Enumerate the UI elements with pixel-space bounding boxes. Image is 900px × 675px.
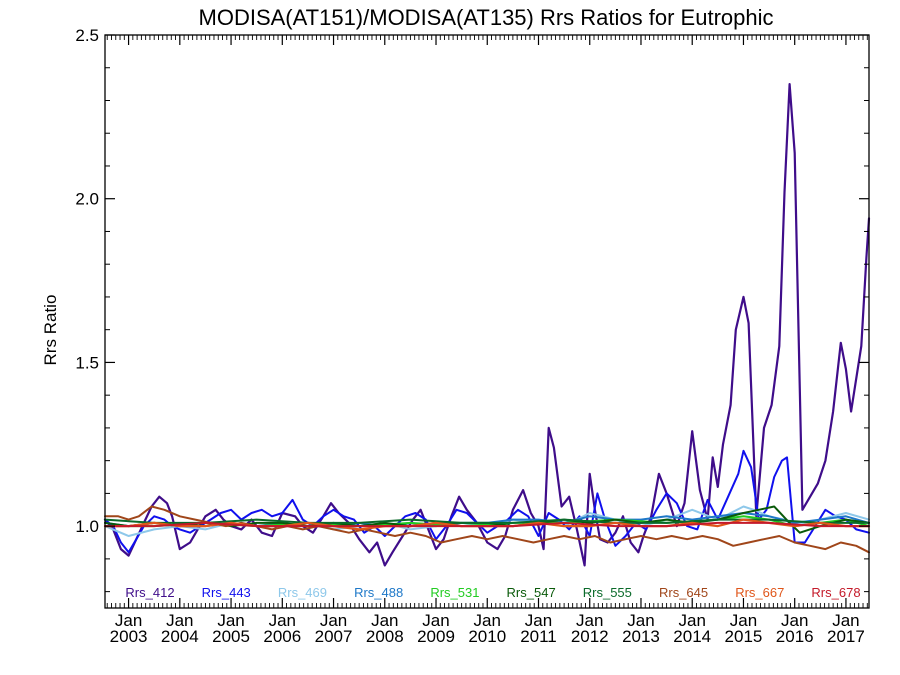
- x-tick-label-month: Jan: [576, 611, 603, 630]
- x-tick-label-year: 2005: [212, 627, 250, 646]
- x-tick-label-month: Jan: [474, 611, 501, 630]
- legend-item-rrs-469: Rrs_469: [278, 585, 327, 600]
- x-tick-label-year: 2015: [725, 627, 763, 646]
- x-tick-label-year: 2009: [417, 627, 455, 646]
- x-tick-label-year: 2008: [366, 627, 404, 646]
- legend-item-rrs-488: Rrs_488: [354, 585, 403, 600]
- y-axis-label: Rrs Ratio: [41, 295, 60, 366]
- x-tick-label-month: Jan: [166, 611, 193, 630]
- legend-item-rrs-531: Rrs_531: [430, 585, 479, 600]
- chart-title: MODISA(AT151)/MODISA(AT135) Rrs Ratios f…: [199, 5, 774, 30]
- x-tick-label-year: 2013: [622, 627, 660, 646]
- x-tick-label-month: Jan: [832, 611, 859, 630]
- legend: Rrs_412 Rrs_443 Rrs_469 Rrs_488 Rrs_531 Rrs_5…: [125, 585, 860, 600]
- x-tick-label-year: 2016: [776, 627, 814, 646]
- x-tick-label-month: Jan: [320, 611, 347, 630]
- x-tick-label-month: Jan: [525, 611, 552, 630]
- x-tick-label-month: Jan: [627, 611, 654, 630]
- legend-item-rrs-667: Rrs_667: [735, 585, 784, 600]
- x-tick-label-month: Jan: [269, 611, 296, 630]
- x-tick-label-month: Jan: [217, 611, 244, 630]
- y-tick-label: 1.5: [75, 353, 99, 372]
- legend-item-rrs-555: Rrs_555: [583, 585, 632, 600]
- x-tick-label-month: Jan: [781, 611, 808, 630]
- x-tick-label-year: 2004: [161, 627, 199, 646]
- y-tick-label: 2.0: [75, 190, 99, 209]
- y-tick-label: 2.5: [75, 26, 99, 45]
- x-tick-label-year: 2017: [827, 627, 865, 646]
- series-line-rrs-412: [103, 82, 871, 567]
- legend-item-rrs-678: Rrs_678: [811, 585, 860, 600]
- legend-item-rrs-547: Rrs_547: [507, 585, 556, 600]
- x-tick-label-month: Jan: [730, 611, 757, 630]
- axes-layer: 1.01.52.02.5Jan2003Jan2004Jan2005Jan2006…: [75, 26, 870, 646]
- x-tick-label-year: 2006: [263, 627, 301, 646]
- x-tick-label-month: Jan: [679, 611, 706, 630]
- legend-item-rrs-412: Rrs_412: [125, 585, 174, 600]
- y-tick-label: 1.0: [75, 517, 99, 536]
- x-tick-label-month: Jan: [371, 611, 398, 630]
- legend-item-rrs-645: Rrs_645: [659, 585, 708, 600]
- series-layer: [103, 82, 871, 567]
- x-tick-label-year: 2012: [571, 627, 609, 646]
- x-tick-label-year: 2010: [468, 627, 506, 646]
- x-tick-label-year: 2007: [315, 627, 353, 646]
- series-line-rrs-678: [104, 521, 870, 528]
- series-line-rrs-443: [104, 449, 870, 554]
- x-tick-label-month: Jan: [115, 611, 142, 630]
- x-tick-label-month: Jan: [422, 611, 449, 630]
- x-tick-label-year: 2003: [110, 627, 148, 646]
- x-tick-label-year: 2011: [520, 627, 557, 646]
- legend-item-rrs-443: Rrs_443: [202, 585, 251, 600]
- x-tick-label-year: 2014: [673, 627, 711, 646]
